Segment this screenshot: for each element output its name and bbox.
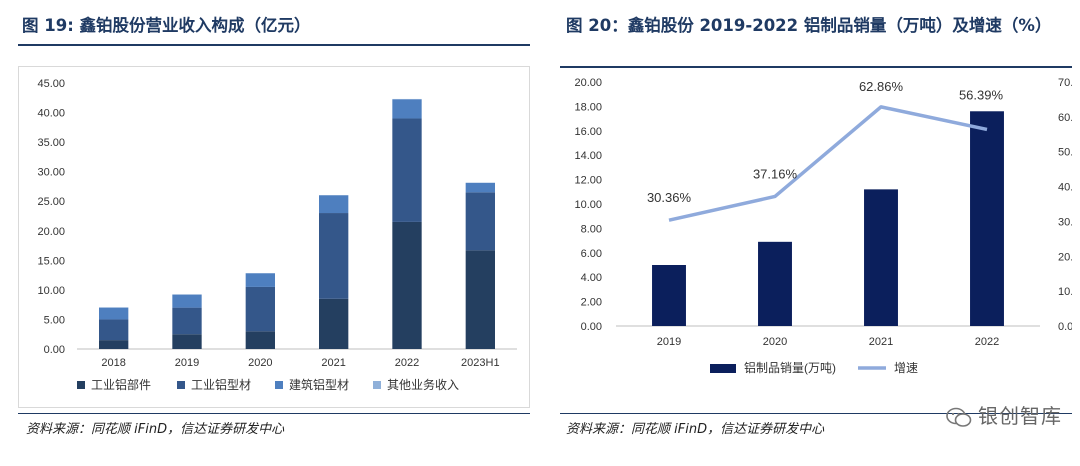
sales-bar <box>652 265 686 326</box>
y-right-tick-label: 0.00% <box>1058 321 1072 333</box>
left-stacked-bar-chart: 0.00 5.00 10.00 15.00 20.00 25.00 30.00 35.00 40… <box>37 78 517 392</box>
y-right-tick-label: 60.00% <box>1058 112 1072 124</box>
bar-segment <box>465 182 495 193</box>
left-source-rule <box>18 413 530 414</box>
x-tick-label: 2021 <box>321 357 345 369</box>
left-figure: 图 19: 鑫铂股份营业收入构成（亿元） 0.00 5.00 10.00 15.00 2… <box>18 16 530 437</box>
y-tick-label: 25.00 <box>37 196 65 208</box>
bar-segment <box>465 192 495 251</box>
x-tick-label: 2022 <box>975 336 999 348</box>
y-tick-label: 5.00 <box>44 314 65 326</box>
y-left-tick-label: 12.00 <box>574 175 602 187</box>
legend-swatch <box>77 381 85 389</box>
y-right-tick-label: 70.00% <box>1058 77 1072 89</box>
right-figure-title: 图 20：鑫铂股份 2019-2022 铝制品销量（万吨）及增速（%） <box>566 16 1052 35</box>
y-tick-label: 40.00 <box>37 108 65 120</box>
legend-swatch <box>373 381 381 389</box>
y-left-tick-label: 0.00 <box>581 321 602 333</box>
bar-segment <box>465 250 495 349</box>
y-right-tick-label: 40.00% <box>1058 182 1072 194</box>
x-tick-label: 2021 <box>869 336 893 348</box>
bar-segment <box>392 98 422 100</box>
legend-label: 工业铝型材 <box>191 377 251 392</box>
y-tick-label: 20.00 <box>37 226 65 238</box>
bar-segment <box>245 273 275 287</box>
legend-label-line: 增速 <box>894 361 918 375</box>
bar-segment <box>172 307 202 335</box>
x-tick-label: 2023H1 <box>461 357 500 369</box>
y-right-tick-label: 20.00% <box>1058 251 1072 263</box>
right-bar-line-chart: 0.00 2.00 4.00 6.00 8.00 10.00 12.00 14.00 16.00… <box>574 77 1080 375</box>
growth-line <box>668 105 988 222</box>
sales-bar <box>970 111 1004 326</box>
right-chart-frame: 0.00 2.00 4.00 6.00 8.00 10.00 12.00 14.00 16.00… <box>560 70 1080 406</box>
bar-segment <box>392 99 422 119</box>
bar-segment <box>319 298 349 349</box>
bar-segment <box>172 294 202 308</box>
left-chart-frame: 0.00 5.00 10.00 15.00 20.00 25.00 30.00 35.00 40… <box>18 66 530 408</box>
y-left-tick-label: 20.00 <box>574 77 602 89</box>
bar-segment <box>99 307 129 320</box>
legend-swatch <box>275 381 283 389</box>
y-tick-label: 35.00 <box>37 137 65 149</box>
watermark-text: 银创智库 <box>978 404 1062 428</box>
legend-label: 工业铝部件 <box>91 377 151 392</box>
growth-data-label: 30.36% <box>647 190 692 205</box>
legend-label-bar: 铝制品销量(万吨) <box>744 360 836 375</box>
x-tick-label: 2020 <box>248 357 272 369</box>
bar-segment <box>172 334 202 349</box>
y-tick-label: 10.00 <box>37 285 65 297</box>
bar-segment <box>392 118 422 222</box>
y-left-tick-label: 8.00 <box>581 223 602 235</box>
growth-data-label: 37.16% <box>753 166 798 181</box>
legend-swatch-bar <box>710 364 736 373</box>
y-tick-label: 30.00 <box>37 167 65 179</box>
growth-data-label: 62.86% <box>859 79 904 94</box>
legend-label: 其他业务收入 <box>387 377 459 392</box>
bar-segment <box>99 340 129 349</box>
y-left-tick-label: 6.00 <box>581 248 602 260</box>
x-tick-label: 2019 <box>175 357 199 369</box>
bar-segment <box>319 213 349 299</box>
y-left-tick-label: 16.00 <box>574 126 602 138</box>
left-title-rule <box>18 44 530 46</box>
watermark: 银创智库 <box>946 400 1062 429</box>
y-left-tick-label: 18.00 <box>574 101 602 113</box>
y-right-tick-label: 10.00% <box>1058 286 1072 298</box>
right-title-rule <box>560 66 1072 68</box>
y-left-tick-label: 14.00 <box>574 150 602 162</box>
sales-bar <box>864 189 898 326</box>
y-left-tick-label: 2.00 <box>581 297 602 309</box>
left-source-text: 资料来源：同花顺 iFinD，信达证券研发中心 <box>26 422 285 437</box>
bar-segment <box>245 286 275 332</box>
y-left-tick-label: 4.00 <box>581 272 602 284</box>
y-tick-label: 15.00 <box>37 255 65 267</box>
y-right-tick-label: 30.00% <box>1058 216 1072 228</box>
legend-swatch <box>177 381 185 389</box>
y-tick-label: 0.00 <box>44 344 65 356</box>
x-tick-label: 2020 <box>763 336 787 348</box>
bar-segment <box>99 319 129 341</box>
y-tick-label: 45.00 <box>37 78 65 90</box>
bar-segment <box>392 221 422 349</box>
sales-bar <box>758 241 792 326</box>
wechat-icon <box>946 407 972 427</box>
legend-label: 建筑铝型材 <box>289 377 349 392</box>
right-figure: 图 20：鑫铂股份 2019-2022 铝制品销量（万吨）及增速（%） 0.00… <box>548 0 1080 466</box>
right-source-text: 资料来源：同花顺 iFinD，信达证券研发中心 <box>566 422 825 437</box>
x-tick-label: 2019 <box>657 336 681 348</box>
left-figure-title: 图 19: 鑫铂股份营业收入构成（亿元） <box>22 16 311 35</box>
right-source-rule <box>560 413 1072 414</box>
bar-segment <box>245 331 275 349</box>
x-tick-label: 2018 <box>101 357 125 369</box>
x-tick-label: 2022 <box>395 357 419 369</box>
y-right-tick-label: 50.00% <box>1058 147 1072 159</box>
growth-data-label: 56.39% <box>959 87 1004 102</box>
y-left-tick-label: 10.00 <box>574 199 602 211</box>
bar-segment <box>319 195 349 214</box>
